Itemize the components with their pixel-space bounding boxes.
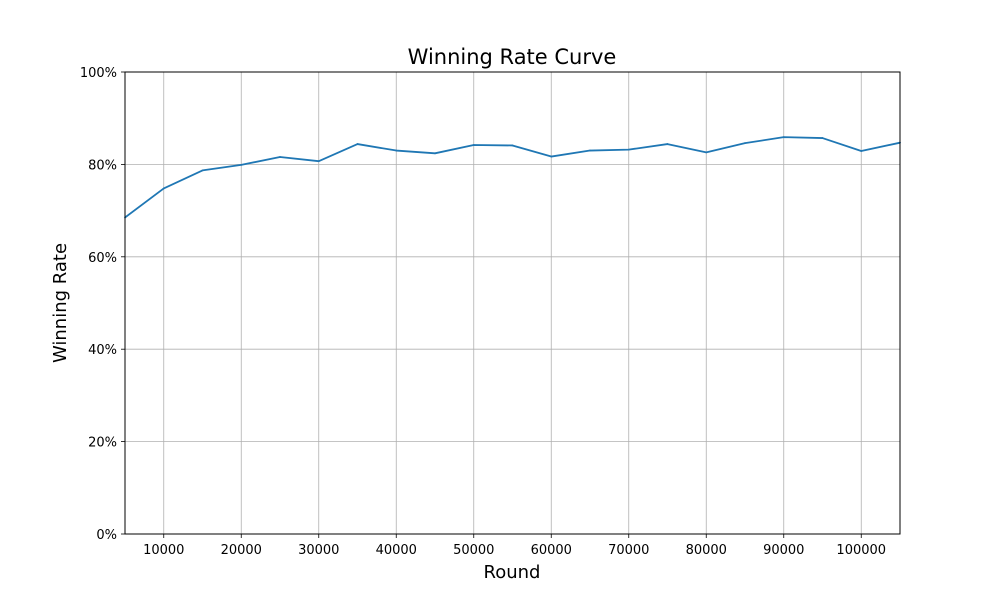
x-tick-label: 10000 xyxy=(143,543,184,558)
x-axis-label: Round xyxy=(484,562,541,583)
plot-frame xyxy=(124,71,901,535)
chart-title: Winning Rate Curve xyxy=(408,45,617,69)
y-tick-label: 80% xyxy=(88,158,117,173)
y-tick-label: 20% xyxy=(88,436,117,451)
data-point xyxy=(744,142,746,145)
x-tick-label: 70000 xyxy=(608,543,649,558)
y-tick-label: 100% xyxy=(80,66,117,81)
data-point xyxy=(201,169,204,172)
data-point xyxy=(666,143,669,145)
x-tick-label: 100000 xyxy=(836,543,886,558)
x-tick-label: 80000 xyxy=(686,543,727,558)
data-point xyxy=(279,156,281,158)
data-point xyxy=(317,160,320,163)
x-tick-label: 40000 xyxy=(376,543,417,558)
data-point xyxy=(395,149,398,152)
y-axis-label: Winning Rate xyxy=(50,243,71,363)
data-point xyxy=(240,163,243,166)
y-axis-ticks: 0% 20% 40% 60% 80% 100% xyxy=(80,66,125,543)
y-tick-label: 60% xyxy=(88,251,117,266)
y-tick-label: 40% xyxy=(88,343,117,358)
x-tick-label: 30000 xyxy=(298,543,339,558)
x-tick-label: 90000 xyxy=(763,543,804,558)
data-point xyxy=(705,151,708,154)
data-point xyxy=(550,155,553,158)
data-point xyxy=(472,144,475,146)
data-point xyxy=(511,144,514,147)
x-axis-ticks: 10000 20000 30000 40000 50000 60000 70000 80000… xyxy=(143,534,886,558)
data-point xyxy=(356,143,359,145)
x-tick-label: 60000 xyxy=(531,543,572,558)
data-point xyxy=(162,187,165,190)
data-point xyxy=(589,149,591,152)
data-point xyxy=(860,150,863,152)
data-point xyxy=(782,136,785,139)
x-tick-label: 20000 xyxy=(221,543,262,558)
data-point xyxy=(821,137,824,139)
y-tick-label: 0% xyxy=(96,528,117,543)
x-tick-label: 50000 xyxy=(453,543,494,558)
data-point xyxy=(627,148,630,151)
data-point xyxy=(434,152,436,155)
